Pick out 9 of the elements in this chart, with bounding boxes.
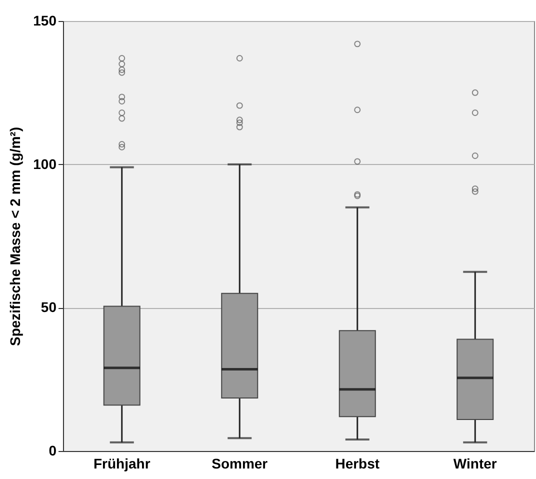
y-tick-label: 0 — [48, 442, 57, 458]
x-tick-label: Sommer — [212, 456, 268, 472]
x-tick-label: Herbst — [335, 456, 380, 472]
x-tick-label: Winter — [453, 456, 498, 472]
y-tick-label: 150 — [33, 12, 57, 28]
x-tick-label: Frühjahr — [93, 456, 151, 472]
y-tick-label: 100 — [33, 156, 57, 172]
y-axis-title: Spezifische Masse < 2 mm (g/m²) — [7, 126, 24, 346]
y-tick-label: 50 — [40, 299, 57, 316]
